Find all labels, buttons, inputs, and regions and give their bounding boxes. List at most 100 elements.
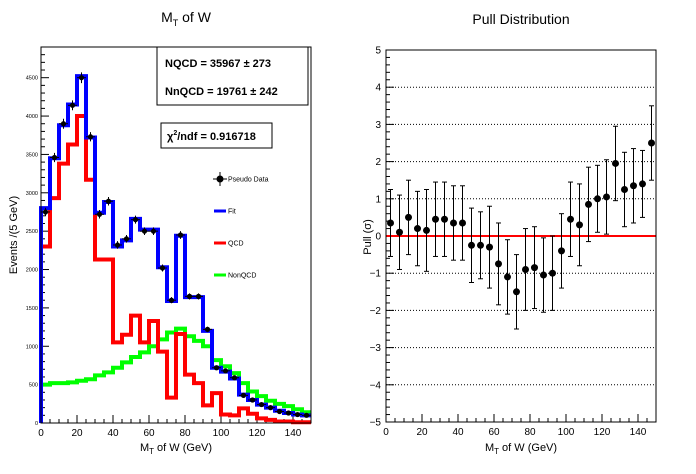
pull-marker <box>432 215 439 223</box>
pull-marker <box>441 215 448 223</box>
left-chart: MT of W 0 20 40 60 80 100 120 140 0 500 1000 1500 20… <box>8 9 312 456</box>
pseudo-data-point <box>68 100 77 111</box>
right-y-tick-label: 3 <box>375 120 381 131</box>
pull-point <box>639 149 646 218</box>
pseudo-data-marker <box>114 242 121 248</box>
pseudo-data-point <box>185 293 194 300</box>
pull-marker <box>585 200 592 208</box>
pseudo-data-marker <box>60 121 67 127</box>
pseudo-data-marker <box>168 297 175 303</box>
right-x-tick-label: 140 <box>630 427 647 438</box>
pseudo-data-point <box>86 132 95 142</box>
pull-marker <box>468 241 475 249</box>
pseudo-data-point <box>122 235 131 243</box>
pull-point <box>441 181 448 257</box>
pull-marker <box>504 273 511 281</box>
chi2-frame <box>160 122 273 149</box>
pseudo-data-marker <box>213 365 220 371</box>
pseudo-data-marker <box>96 211 103 217</box>
pull-marker <box>513 288 520 296</box>
pull-point <box>396 194 403 270</box>
pull-marker <box>558 247 565 255</box>
pseudo-data-point <box>77 72 86 84</box>
pseudo-data-marker <box>249 397 256 403</box>
pull-point <box>495 222 502 306</box>
chi2-box: χ2/ndf = 0.916718 <box>160 122 273 149</box>
pull-marker <box>576 221 583 229</box>
qcd-histogram <box>39 114 311 425</box>
pseudo-data-point <box>50 152 59 163</box>
left-y-tick-label: 4500 <box>26 76 38 82</box>
pseudo-data-marker <box>132 217 139 223</box>
pull-marker <box>630 182 637 190</box>
right-y-tick-label: 0 <box>375 232 381 243</box>
pseudo-data-marker <box>276 408 283 415</box>
right-y-tick-label: 1 <box>375 194 381 205</box>
legend-entry-qcd: QCD <box>214 241 244 248</box>
pseudo-data-point <box>248 397 257 403</box>
pull-marker <box>603 193 610 201</box>
pseudo-data-point <box>212 365 221 371</box>
left-plot-area: 0 20 40 60 80 100 120 140 0 500 1000 1500 2000 2500 30… <box>26 54 312 439</box>
pseudo-data-point <box>266 405 275 411</box>
pull-marker <box>540 271 547 279</box>
pull-marker <box>612 159 619 167</box>
nnqcd-result: NnQCD = 19761 ± 242 <box>165 86 278 98</box>
pull-point <box>405 179 412 256</box>
right-y-tick-label: −3 <box>370 343 382 354</box>
pull-marker <box>486 243 493 251</box>
pseudo-data-marker <box>258 401 265 408</box>
legend: Pseudo Data Fit QCD NonQCD <box>213 172 269 280</box>
pseudo-data-marker <box>186 293 193 299</box>
pseudo-data-point <box>221 368 230 374</box>
pseudo-data-point <box>140 227 149 235</box>
pseudo-data-point <box>59 118 68 129</box>
pull-point <box>567 181 574 257</box>
right-x-axis-label: MT of W (GeV) <box>485 442 557 456</box>
fit-result-box: NQCD = 35967 ± 273 NnQCD = 19761 ± 242 <box>156 46 309 106</box>
pseudo-data-point <box>95 210 104 219</box>
pseudo-data-marker <box>285 410 292 416</box>
right-plot-frame <box>385 49 657 423</box>
left-x-tick-label: 0 <box>38 428 44 439</box>
pseudo-data-point <box>149 227 158 235</box>
legend-entry-fit: Fit <box>214 209 236 216</box>
pseudo-data-point <box>131 215 140 224</box>
left-y-tick-label: 3000 <box>26 191 38 197</box>
pseudo-data-point <box>239 392 248 398</box>
left-y-tick-label: 0 <box>35 421 38 427</box>
pseudo-data-marker <box>69 102 76 108</box>
pull-marker <box>450 219 457 227</box>
nonqcd-histogram <box>39 326 311 423</box>
left-y-axis-label: Events /(5 GeV) <box>8 196 20 274</box>
legend-entry-nonqcd: NonQCD <box>214 273 256 280</box>
right-y-tick-label: −1 <box>370 269 382 280</box>
pseudo-data-marker <box>231 375 238 381</box>
pull-point <box>477 211 484 280</box>
pull-marker <box>531 264 538 272</box>
right-y-tick-label: 4 <box>375 83 381 94</box>
pseudo-data-marker <box>204 326 211 332</box>
left-x-tick-label: 100 <box>213 428 230 439</box>
pseudo-data-marker <box>303 412 310 418</box>
pseudo-data-marker <box>195 293 202 299</box>
right-plot-area: 0 20 40 60 80 100 120 140 −5 −4 −3 −2 −1 0 1 2 3 4 5 <box>370 46 657 438</box>
legend-fit-label: Fit <box>228 209 236 216</box>
pseudo-data-marker <box>105 198 112 204</box>
pseudo-data-marker <box>78 75 85 81</box>
right-x-tick-label: 60 <box>488 427 500 438</box>
chi2-result: χ2/ndf = 0.916718 <box>167 130 256 143</box>
pull-point <box>387 189 394 257</box>
left-y-tick-label: 500 <box>29 383 38 389</box>
pull-point <box>531 226 538 310</box>
pseudo-data-point <box>230 375 239 381</box>
pseudo-data-point <box>113 241 122 249</box>
pseudo-data-point <box>275 408 284 415</box>
pseudo-data-point <box>194 293 203 300</box>
pseudo-data-marker <box>267 405 274 411</box>
pull-point <box>648 105 655 181</box>
pull-point <box>621 151 628 228</box>
right-x-tick-label: 100 <box>558 427 575 438</box>
left-chart-title: MT of W <box>161 9 212 28</box>
pull-point <box>576 183 583 267</box>
